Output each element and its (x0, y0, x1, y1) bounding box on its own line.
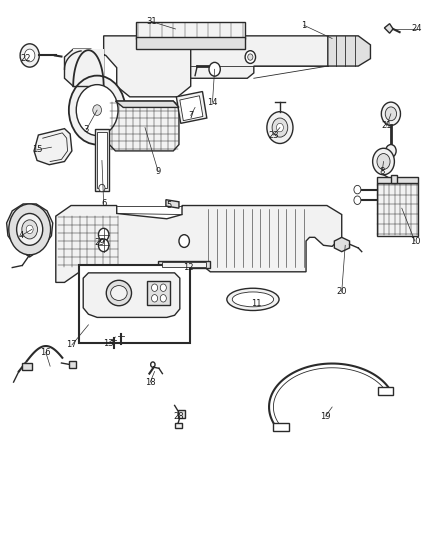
Circle shape (381, 102, 400, 125)
Circle shape (9, 204, 50, 255)
Polygon shape (273, 423, 289, 431)
Text: 12: 12 (183, 263, 194, 272)
Text: 31: 31 (146, 17, 157, 26)
Polygon shape (175, 423, 182, 428)
Polygon shape (180, 96, 203, 120)
Text: 19: 19 (320, 411, 331, 421)
Text: 14: 14 (207, 98, 218, 107)
Text: 7: 7 (188, 111, 194, 120)
Polygon shape (110, 101, 179, 151)
Circle shape (69, 76, 125, 144)
Ellipse shape (111, 286, 127, 301)
Circle shape (99, 184, 105, 192)
Polygon shape (378, 387, 393, 395)
Polygon shape (377, 183, 418, 236)
Ellipse shape (232, 292, 274, 307)
Text: 8: 8 (379, 166, 385, 175)
Circle shape (373, 148, 394, 175)
Polygon shape (64, 36, 245, 97)
Circle shape (26, 225, 33, 233)
Polygon shape (83, 273, 180, 317)
Text: 29: 29 (94, 238, 105, 247)
Circle shape (209, 62, 220, 76)
Polygon shape (334, 237, 350, 252)
Circle shape (17, 214, 43, 245)
Circle shape (152, 284, 158, 292)
Circle shape (20, 44, 39, 67)
Text: 21: 21 (381, 122, 392, 131)
Circle shape (99, 228, 109, 241)
Text: 16: 16 (40, 348, 51, 357)
Circle shape (179, 235, 189, 247)
Polygon shape (73, 49, 104, 86)
Polygon shape (328, 36, 371, 66)
Polygon shape (136, 37, 245, 49)
Text: 17: 17 (67, 341, 77, 350)
Polygon shape (22, 363, 32, 370)
Text: 11: 11 (251, 299, 261, 308)
Circle shape (385, 107, 396, 120)
Text: 6: 6 (101, 199, 106, 208)
Polygon shape (56, 206, 342, 289)
Polygon shape (385, 23, 393, 33)
Text: 5: 5 (166, 201, 172, 210)
Polygon shape (116, 101, 179, 108)
Polygon shape (136, 21, 245, 38)
Text: 28: 28 (173, 411, 184, 421)
Polygon shape (69, 361, 76, 368)
Text: 13: 13 (102, 339, 113, 348)
Text: 24: 24 (412, 25, 422, 34)
Bar (79, 265, 190, 343)
Text: 22: 22 (20, 54, 31, 63)
Polygon shape (377, 177, 418, 183)
Polygon shape (34, 128, 72, 165)
Polygon shape (191, 36, 339, 78)
Circle shape (152, 295, 158, 302)
Text: 1: 1 (301, 21, 307, 30)
Circle shape (386, 144, 396, 157)
Circle shape (76, 85, 118, 135)
Ellipse shape (227, 288, 279, 311)
Circle shape (160, 284, 166, 292)
Polygon shape (178, 410, 185, 418)
Circle shape (245, 51, 255, 63)
Polygon shape (7, 204, 53, 257)
Text: 3: 3 (84, 125, 89, 134)
Polygon shape (158, 261, 210, 268)
Circle shape (354, 185, 361, 194)
Polygon shape (147, 281, 170, 305)
Circle shape (25, 49, 35, 62)
Circle shape (354, 196, 361, 205)
Circle shape (377, 154, 390, 169)
Text: 9: 9 (155, 166, 161, 175)
Text: 10: 10 (410, 237, 420, 246)
Text: 15: 15 (32, 146, 42, 155)
Polygon shape (97, 132, 107, 188)
Circle shape (99, 239, 109, 252)
Polygon shape (177, 92, 207, 123)
Polygon shape (391, 175, 396, 183)
Ellipse shape (106, 280, 131, 306)
Text: 18: 18 (145, 377, 155, 386)
Text: 20: 20 (336, 287, 347, 296)
Circle shape (93, 105, 102, 115)
Polygon shape (95, 128, 110, 191)
Circle shape (160, 295, 166, 302)
Circle shape (267, 112, 293, 143)
Circle shape (22, 220, 38, 239)
Polygon shape (162, 262, 206, 266)
Circle shape (272, 118, 288, 137)
Text: 23: 23 (268, 131, 279, 140)
Circle shape (248, 54, 253, 60)
Text: 4: 4 (18, 231, 24, 240)
Circle shape (276, 123, 283, 132)
Polygon shape (166, 200, 179, 208)
